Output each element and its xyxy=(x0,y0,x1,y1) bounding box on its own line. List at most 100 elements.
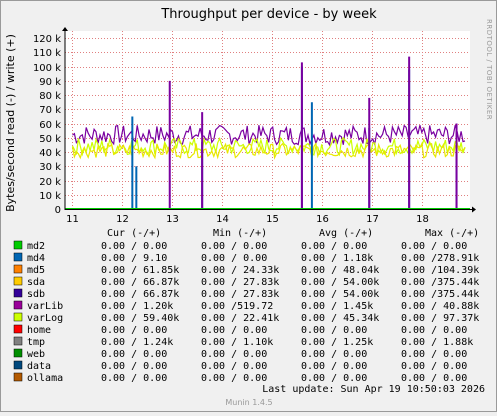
legend-header-max: Max (-/+) xyxy=(425,228,479,239)
legend-avg: 0.00 / 48.04k xyxy=(301,265,379,276)
legend-swatch xyxy=(13,312,23,322)
legend-row: md5 0.00 / 61.85k 0.00 / 24.33k 0.00 / 48.0… xyxy=(13,264,479,276)
legend-avg: 0.00 / 0.00 xyxy=(301,325,367,336)
legend-cur: 0.00 / 61.85k xyxy=(101,265,179,276)
x-tick-label: 14 xyxy=(216,214,229,225)
legend-min: 0.00 / 0.00 xyxy=(201,349,267,360)
series-group xyxy=(71,124,466,160)
legend-header-cur: Cur (-/+) xyxy=(107,228,161,239)
y-tick-label: 120 k xyxy=(33,34,61,45)
legend-min: 0.00 /519.72 xyxy=(201,301,273,312)
legend-swatch xyxy=(13,300,23,310)
legend-max: 0.00 / 0.00 xyxy=(401,349,467,360)
legend-cur: 0.00 / 59.40k xyxy=(101,313,179,324)
legend-max: 0.00 /375.44k xyxy=(401,289,479,300)
series-line-varLog xyxy=(71,141,466,160)
legend-name: md4 xyxy=(27,253,45,264)
y-tick-label: 40 k xyxy=(39,148,61,159)
x-tick-label: 15 xyxy=(266,214,279,225)
legend-max: 0.00 / 1.88k xyxy=(401,337,473,348)
legend-row: home 0.00 / 0.00 0.00 / 0.00 0.00 / 0.00 0.0… xyxy=(13,324,467,336)
legend-row: sda 0.00 / 66.87k 0.00 / 27.83k 0.00 / 54.0… xyxy=(13,276,479,288)
legend-name: tmp xyxy=(27,337,45,348)
y-tick-label: 0 xyxy=(55,205,61,216)
legend-min: 0.00 / 27.83k xyxy=(201,289,279,300)
x-tick-label: 12 xyxy=(116,214,129,225)
legend-swatch xyxy=(13,336,23,346)
x-tick-label: 18 xyxy=(416,214,429,225)
y-tick-label: 20 k xyxy=(39,177,61,188)
y-tick-label: 70 k xyxy=(39,105,61,116)
x-tick-labels: 11 12 13 14 15 16 17 18 xyxy=(66,214,429,225)
munin-footer: Munin 1.4.5 xyxy=(225,398,272,407)
legend-row: web 0.00 / 0.00 0.00 / 0.00 0.00 / 0.00 0.00… xyxy=(13,348,467,360)
legend-row: md2 0.00 / 0.00 0.00 / 0.00 0.00 / 0.00 0.00… xyxy=(13,240,467,252)
legend-min: 0.00 / 1.10k xyxy=(201,337,273,348)
legend-name: sdb xyxy=(27,289,45,300)
y-axis-arrow xyxy=(62,27,68,31)
legend-avg: 0.00 / 0.00 xyxy=(301,361,367,372)
legend-swatch xyxy=(13,348,23,358)
legend-cur: 0.00 / 0.00 xyxy=(101,241,167,252)
legend-max: 0.00 / 40.88k xyxy=(401,301,479,312)
legend-max: 0.00 / 97.37k xyxy=(401,313,479,324)
legend-swatch xyxy=(13,288,23,298)
series-line-sda xyxy=(71,136,466,157)
legend-avg: 0.00 / 0.00 xyxy=(301,241,367,252)
legend-avg: 0.00 / 54.00k xyxy=(301,277,379,288)
legend-max: 0.00 / 0.00 xyxy=(401,241,467,252)
legend-cur: 0.00 / 66.87k xyxy=(101,277,179,288)
legend-avg: 0.00 / 45.34k xyxy=(301,313,379,324)
legend-name: ollama xyxy=(27,373,63,384)
y-tick-label: 50 k xyxy=(39,134,61,145)
legend-max: 0.00 / 0.00 xyxy=(401,325,467,336)
legend-name: web xyxy=(27,349,45,360)
legend-min: 0.00 / 0.00 xyxy=(201,361,267,372)
legend-row: ollama 0.00 / 0.00 0.00 / 0.00 0.00 / 0.00 0… xyxy=(13,372,467,384)
legend-max: 0.00 /375.44k xyxy=(401,277,479,288)
legend-cur: 0.00 / 9.10 xyxy=(101,253,167,264)
legend-avg: 0.00 / 1.18k xyxy=(301,253,373,264)
rrdtool-side-label: RRDTOOL / TOBI OETIKER xyxy=(485,19,493,120)
legend-avg: 0.00 / 0.00 xyxy=(301,373,367,384)
x-tick-label: 11 xyxy=(66,214,79,225)
legend-row: md4 0.00 / 9.10 0.00 / 0.00 0.00 / 1.18k 0.0… xyxy=(13,252,479,264)
legend-cur: 0.00 / 1.24k xyxy=(101,337,173,348)
legend-name: home xyxy=(27,325,51,336)
legend-max: 0.00 / 0.00 xyxy=(401,373,467,384)
spike-group xyxy=(131,56,458,209)
y-axis-label: Bytes/second read (-) / write (+) xyxy=(4,34,17,212)
series-line-sdb xyxy=(72,124,466,147)
legend-min: 0.00 / 22.41k xyxy=(201,313,279,324)
legend-header-avg: Avg (-/+) xyxy=(319,228,373,239)
legend-swatch xyxy=(13,276,23,286)
legend-swatch xyxy=(13,264,23,274)
plot-area: 0 10 k 20 k 30 k 40 k 50 k 60 k 70 k 80 k 90 k 100… xyxy=(33,27,476,225)
legend-min: 0.00 / 24.33k xyxy=(201,265,279,276)
legend-rows: md2 0.00 / 0.00 0.00 / 0.00 0.00 / 0.00 0.00… xyxy=(13,240,479,384)
legend-name: varLog xyxy=(27,313,63,324)
legend-avg: 0.00 / 54.00k xyxy=(301,289,379,300)
y-tick-labels: 0 10 k 20 k 30 k 40 k 50 k 60 k 70 k 80 k 90 k 100… xyxy=(33,34,61,216)
legend-swatch xyxy=(13,240,23,250)
legend-swatch xyxy=(13,372,23,382)
legend-cur: 0.00 / 0.00 xyxy=(101,349,167,360)
legend-min: 0.00 / 0.00 xyxy=(201,325,267,336)
legend-row: varLog 0.00 / 59.40k 0.00 / 22.41k 0.00 / 4… xyxy=(13,312,479,324)
legend-max: 0.00 / 0.00 xyxy=(401,361,467,372)
legend-name: md2 xyxy=(27,241,45,252)
legend-avg: 0.00 / 1.45k xyxy=(301,301,373,312)
legend-max: 0.00 /104.39k xyxy=(401,265,479,276)
legend-min: 0.00 / 0.00 xyxy=(201,241,267,252)
legend-avg: 0.00 / 0.00 xyxy=(301,349,367,360)
x-axis-arrow xyxy=(472,206,476,213)
chart-title: Throughput per device - by week xyxy=(160,7,377,22)
legend-name: data xyxy=(27,361,51,372)
y-tick-label: 80 k xyxy=(39,91,61,102)
last-update: Last update: Sun Apr 19 10:50:03 2026 xyxy=(262,384,485,395)
legend-row: tmp 0.00 / 1.24k 0.00 / 1.10k 0.00 / 1.25k 0… xyxy=(13,336,473,348)
legend-row: varLib 0.00 / 1.20k 0.00 /519.72 0.00 / 1.4… xyxy=(13,300,479,312)
legend-name: md5 xyxy=(27,265,45,276)
